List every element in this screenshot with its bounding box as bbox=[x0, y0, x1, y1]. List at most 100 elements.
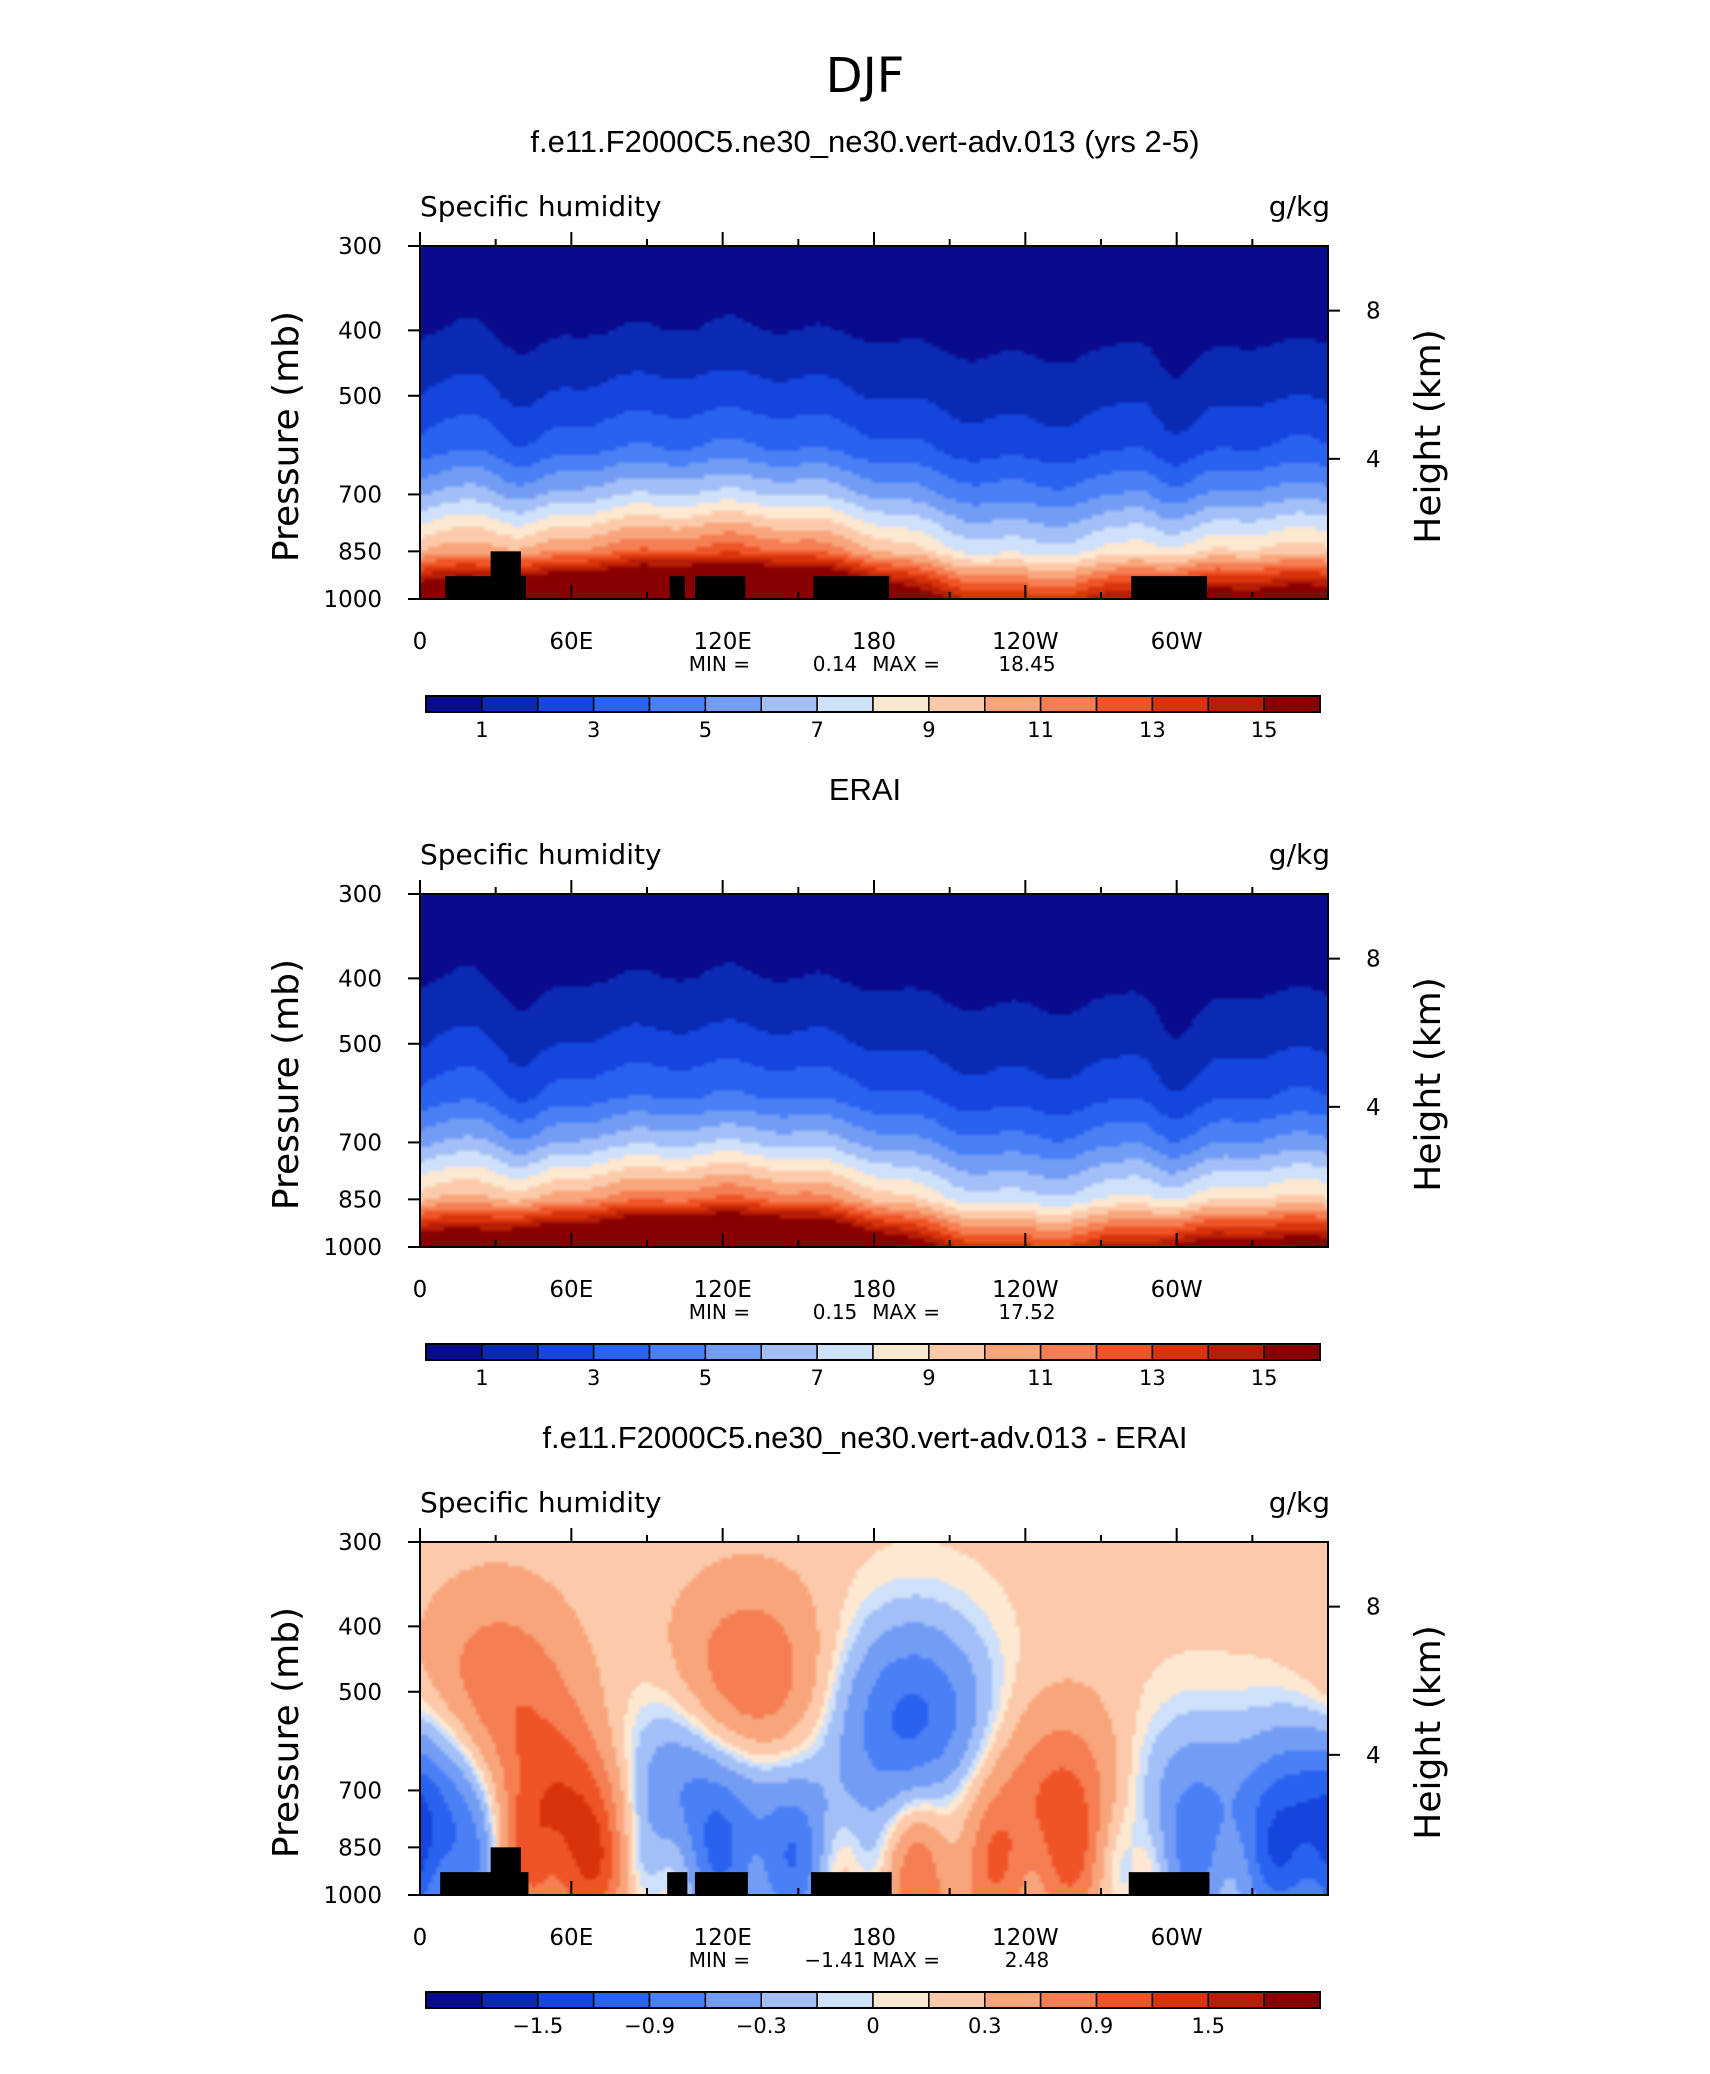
colorbar-label: 11 bbox=[1027, 718, 1054, 742]
contour-field bbox=[420, 1542, 1328, 1895]
y-tick-label: 700 bbox=[338, 1130, 382, 1156]
terrain-mask bbox=[1128, 1872, 1210, 1895]
terrain-mask bbox=[694, 576, 746, 599]
x-tick-label: 60W bbox=[1151, 629, 1203, 655]
colorbar-label: 13 bbox=[1139, 1366, 1166, 1390]
colorbar-box bbox=[1207, 1991, 1265, 2009]
colorbar-box bbox=[1263, 1343, 1321, 1361]
y2-tick-label: 8 bbox=[1366, 1595, 1381, 1621]
colorbar-label: 1 bbox=[475, 1366, 488, 1390]
colorbar-box bbox=[592, 695, 651, 713]
colorbar-box bbox=[425, 695, 483, 713]
figure-title: DJF bbox=[826, 48, 905, 104]
colorbar-box bbox=[704, 1343, 762, 1361]
panel-2: ERAI Specific humidity g/kg 0 60E 120E 180 120W… bbox=[266, 772, 1449, 1390]
colorbar-label: 11 bbox=[1027, 1366, 1054, 1390]
colorbar-box bbox=[928, 1991, 986, 2009]
min-label: MIN = bbox=[689, 1948, 750, 1972]
min-value: −1.41 bbox=[804, 1948, 865, 1972]
y2-tick-label: 8 bbox=[1366, 299, 1381, 325]
x-tick-label: 120E bbox=[693, 1277, 751, 1303]
colorbar-box bbox=[928, 1343, 986, 1361]
colorbar-box bbox=[1095, 1343, 1154, 1361]
colorbar-box bbox=[872, 695, 930, 713]
colorbar-box bbox=[872, 1991, 930, 2009]
colorbar-box bbox=[984, 1991, 1042, 2009]
colorbar-box bbox=[1207, 1343, 1265, 1361]
colorbar-label: 7 bbox=[810, 1366, 823, 1390]
y-tick-label: 500 bbox=[338, 1032, 382, 1058]
colorbar-box bbox=[704, 1991, 762, 2009]
y-tick-label: 850 bbox=[338, 539, 382, 565]
terrain-mask bbox=[667, 1872, 688, 1895]
colorbar-box bbox=[1151, 695, 1209, 713]
terrain-mask bbox=[490, 551, 521, 599]
colorbar-label: −0.9 bbox=[624, 2014, 675, 2038]
y-tick-label: 850 bbox=[338, 1187, 382, 1213]
colorbar-label: 0 bbox=[866, 2014, 879, 2038]
x-tick-label: 180 bbox=[852, 1925, 896, 1951]
colorbar-box bbox=[481, 1343, 539, 1361]
colorbar-frame bbox=[425, 1991, 1321, 2009]
panel-left-string: Specific humidity bbox=[420, 1486, 662, 1519]
min-value: 0.15 bbox=[813, 1300, 858, 1324]
colorbar-label: 0.3 bbox=[968, 2014, 1001, 2038]
terrain-mask bbox=[669, 576, 685, 599]
x-tick-label: 60W bbox=[1151, 1925, 1203, 1951]
y-tick-label: 700 bbox=[338, 1778, 382, 1804]
y-tick-label: 1000 bbox=[323, 1883, 382, 1909]
colorbar-box bbox=[760, 1343, 818, 1361]
colorbar-frame bbox=[425, 1343, 1321, 1361]
panel-left-string: Specific humidity bbox=[420, 838, 662, 871]
min-label: MIN = bbox=[689, 652, 750, 676]
y-tick-label: 500 bbox=[338, 1680, 382, 1706]
terrain-mask bbox=[694, 1872, 748, 1895]
y-tick-label: 400 bbox=[338, 1614, 382, 1640]
colorbar-label: 3 bbox=[587, 1366, 600, 1390]
colorbar-label: 0.9 bbox=[1080, 2014, 1113, 2038]
colorbar-box bbox=[1263, 1991, 1321, 2009]
terrain-mask bbox=[490, 1847, 521, 1895]
colorbar-label: 3 bbox=[587, 718, 600, 742]
colorbar-label: 1 bbox=[475, 718, 488, 742]
colorbar-box bbox=[984, 1343, 1042, 1361]
terrain-mask bbox=[813, 576, 890, 599]
panel-3: f.e11.F2000C5.ne30_ne30.vert-adv.013 - E… bbox=[266, 1420, 1449, 2038]
colorbar-box bbox=[1095, 695, 1154, 713]
colorbar-frame bbox=[425, 695, 1321, 713]
panel-title: ERAI bbox=[829, 772, 901, 807]
y-tick-label: 700 bbox=[338, 482, 382, 508]
colorbar-box bbox=[760, 695, 818, 713]
x-tick-label: 60E bbox=[549, 629, 593, 655]
terrain-mask bbox=[1131, 576, 1207, 599]
colorbar-label: 15 bbox=[1251, 718, 1278, 742]
y2-tick-label: 4 bbox=[1366, 1743, 1381, 1769]
y-tick-label: 400 bbox=[338, 318, 382, 344]
colorbar-label: 1.5 bbox=[1192, 2014, 1225, 2038]
y-axis-label: Pressure (mb) bbox=[266, 959, 307, 1210]
colorbar-box bbox=[648, 695, 707, 713]
colorbar-label: 9 bbox=[922, 1366, 935, 1390]
colorbar-box bbox=[816, 1991, 874, 2009]
colorbar-box bbox=[481, 1991, 539, 2009]
colorbar-box bbox=[1039, 1991, 1098, 2009]
y2-tick-label: 4 bbox=[1366, 1095, 1381, 1121]
x-tick-label: 0 bbox=[413, 629, 428, 655]
x-tick-label: 180 bbox=[852, 1277, 896, 1303]
panel-units: g/kg bbox=[1269, 1486, 1330, 1519]
colorbar-label: −1.5 bbox=[512, 2014, 563, 2038]
colorbar-box bbox=[1151, 1343, 1209, 1361]
max-label: MAX = bbox=[872, 1948, 940, 1972]
colorbar-box bbox=[928, 695, 986, 713]
colorbar-box bbox=[648, 1343, 707, 1361]
colorbar-label: 5 bbox=[699, 1366, 712, 1390]
panel-units: g/kg bbox=[1269, 190, 1330, 223]
x-tick-label: 0 bbox=[413, 1277, 428, 1303]
max-label: MAX = bbox=[872, 1300, 940, 1324]
max-label: MAX = bbox=[872, 652, 940, 676]
panel-1: f.e11.F2000C5.ne30_ne30.vert-adv.013 (yr… bbox=[266, 124, 1449, 742]
x-tick-label: 0 bbox=[413, 1925, 428, 1951]
colorbar-box bbox=[425, 1991, 483, 2009]
colorbar-box bbox=[537, 1991, 595, 2009]
y2-tick-label: 4 bbox=[1366, 447, 1381, 473]
